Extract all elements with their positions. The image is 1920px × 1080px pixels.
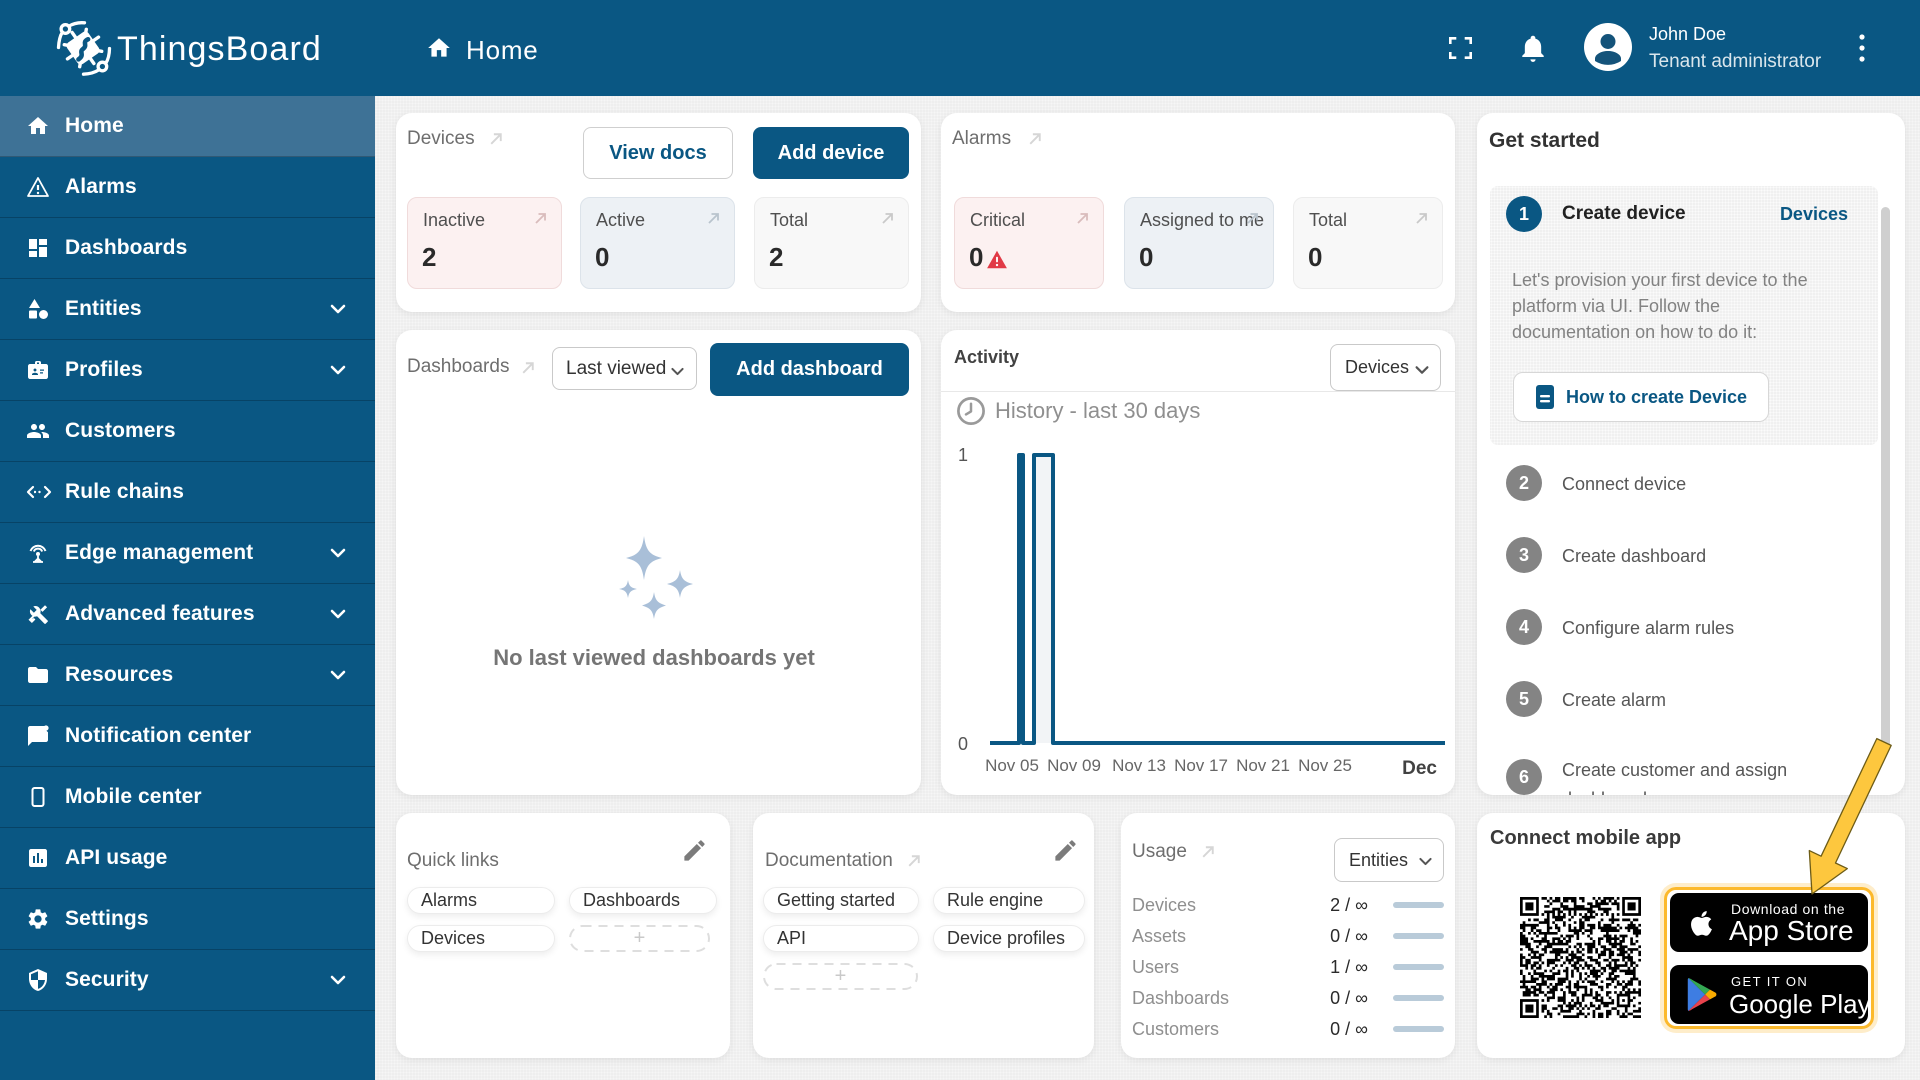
svg-text:Nov 17: Nov 17 — [1174, 756, 1228, 775]
svg-text:Nov 09: Nov 09 — [1047, 756, 1101, 775]
svg-text:Dec: Dec — [1402, 758, 1437, 779]
svg-text:Nov 21: Nov 21 — [1236, 756, 1290, 775]
svg-text:Nov 25: Nov 25 — [1298, 756, 1352, 775]
svg-text:0: 0 — [958, 734, 968, 754]
svg-text:Nov 13: Nov 13 — [1112, 756, 1166, 775]
svg-text:1: 1 — [958, 445, 968, 465]
svg-text:Nov 05: Nov 05 — [985, 756, 1039, 775]
